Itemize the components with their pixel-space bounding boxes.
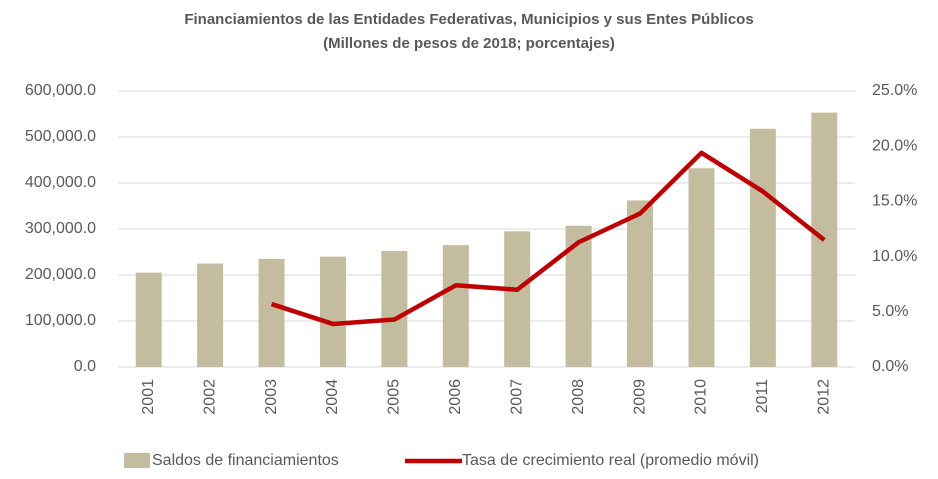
bar <box>197 263 224 367</box>
y2-tick-label: 15.0% <box>872 193 917 210</box>
x-tick-label: 2002 <box>201 379 218 415</box>
bar <box>627 200 654 367</box>
y-tick-label: 300,000.0 <box>25 220 96 237</box>
bar <box>135 272 162 367</box>
y-tick-label: 600,000.0 <box>25 82 96 99</box>
bar <box>258 258 285 367</box>
x-tick-label: 2009 <box>631 379 648 415</box>
y-tick-label: 0.0 <box>74 358 96 375</box>
y2-tick-label: 20.0% <box>872 137 917 154</box>
x-tick-label: 2001 <box>140 379 157 415</box>
line <box>270 150 826 327</box>
y2-tick-label: 5.0% <box>872 303 908 320</box>
x-tick-label: 2010 <box>693 379 710 415</box>
chart-title: Financiamientos de las Entidades Federat… <box>184 11 753 28</box>
y-tick-label: 200,000.0 <box>25 266 96 283</box>
legend-swatch <box>124 453 150 468</box>
bar <box>749 128 776 367</box>
x-tick-label: 2006 <box>447 379 464 415</box>
bar <box>504 231 531 367</box>
bar <box>319 256 346 367</box>
y-tick-label: 100,000.0 <box>25 312 96 329</box>
y2-tick-label: 25.0% <box>872 82 917 99</box>
x-tick-label: 2005 <box>386 379 403 415</box>
y-tick-label: 400,000.0 <box>25 174 96 191</box>
x-tick-label: 2012 <box>816 379 833 415</box>
chart-subtitle: (Millones de pesos de 2018; porcentajes) <box>323 35 615 52</box>
bar <box>381 251 408 367</box>
legend-label: Tasa de crecimiento real (promedio móvil… <box>462 452 759 469</box>
y2-tick-label: 10.0% <box>872 248 917 265</box>
bar <box>688 168 715 367</box>
x-tick-label: 2008 <box>570 379 587 415</box>
legend-label: Saldos de financiamientos <box>152 452 339 469</box>
y2-tick-label: 0.0% <box>872 358 908 375</box>
bar <box>442 245 469 367</box>
x-tick-label: 2007 <box>508 379 525 415</box>
x-tick-label: 2011 <box>754 379 771 414</box>
x-tick-label: 2004 <box>324 379 341 415</box>
x-tick-label: 2003 <box>263 379 280 415</box>
y-tick-label: 500,000.0 <box>25 128 96 145</box>
